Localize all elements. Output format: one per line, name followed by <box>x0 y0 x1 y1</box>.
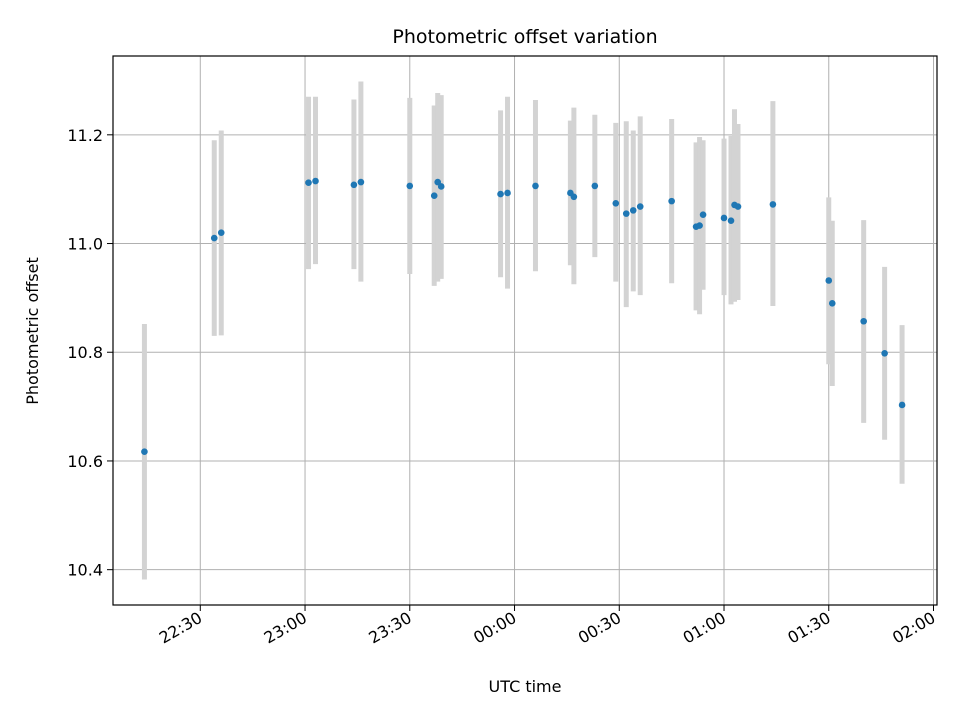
data-point <box>825 277 833 284</box>
y-tick-label: 11.2 <box>67 126 103 145</box>
data-point <box>406 182 414 190</box>
data-point <box>769 201 777 208</box>
data-point <box>727 217 735 224</box>
y-axis-label: Photometric offset <box>23 257 42 405</box>
data-point <box>532 182 539 190</box>
data-point <box>860 317 867 325</box>
y-tick-label: 10.8 <box>67 343 103 362</box>
data-point <box>720 214 728 222</box>
data-point <box>636 203 644 210</box>
y-axis-ticks: 10.4 10.6 10.8 11.0 11.2 <box>67 126 113 580</box>
data-point <box>350 181 358 189</box>
data-point <box>437 183 445 190</box>
data-point <box>622 210 630 217</box>
data-point <box>898 401 906 409</box>
data-point <box>141 448 148 456</box>
data-point <box>357 178 365 186</box>
data-point <box>497 190 504 198</box>
data-point <box>210 234 218 242</box>
data-point <box>828 300 836 307</box>
data-point <box>570 193 578 201</box>
data-points <box>141 177 906 456</box>
data-point <box>612 200 620 207</box>
y-tick-label: 10.4 <box>67 561 103 580</box>
data-point <box>668 197 675 205</box>
chart-title: Photometric offset variation <box>392 26 657 48</box>
data-point <box>881 350 888 357</box>
data-point <box>312 177 319 185</box>
plot-area-frame <box>112 55 938 606</box>
data-point <box>217 229 225 236</box>
data-point <box>629 207 637 214</box>
data-point <box>734 203 742 210</box>
data-point <box>504 189 511 197</box>
data-point <box>305 179 312 186</box>
x-axis-label: UTC time <box>489 677 562 696</box>
data-point <box>591 182 599 190</box>
y-tick-label: 10.6 <box>67 452 103 471</box>
data-point <box>430 192 438 199</box>
y-tick-label: 11.0 <box>67 235 103 254</box>
data-point <box>696 222 703 229</box>
data-point <box>699 211 707 219</box>
